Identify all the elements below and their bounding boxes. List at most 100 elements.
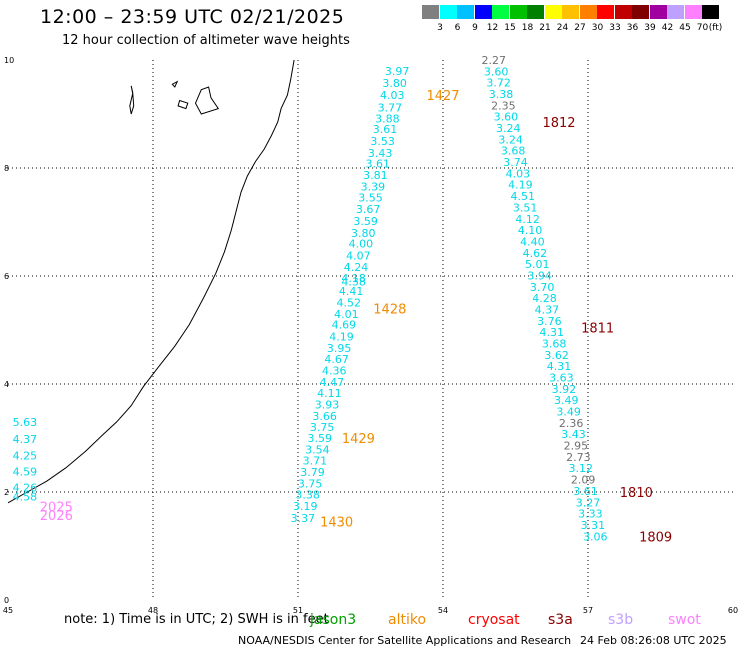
island-outline: [171, 80, 179, 88]
satellite-label-jason3: jason3: [310, 612, 357, 628]
wave-height-value: 4.24: [344, 261, 369, 274]
wave-height-value: 3.19: [293, 500, 318, 513]
wave-height-value: 3.55: [358, 192, 383, 205]
wave-height-value: 4.28: [532, 292, 557, 305]
footer-credit: NOAA/NESDIS Center for Satellite Applica…: [238, 634, 572, 647]
legend-label: 3: [437, 23, 443, 33]
wave-height-value: 5.63: [13, 416, 38, 429]
wave-height-value: 3.68: [542, 338, 567, 351]
legend-swatch: [457, 5, 474, 19]
wave-height-value: 3.79: [300, 466, 325, 479]
wave-height-value: 3.81: [363, 169, 388, 182]
wave-height-value: 3.77: [378, 102, 403, 115]
legend-unit: (ft): [708, 23, 723, 33]
wave-height-value: 4.38: [341, 275, 366, 288]
wave-height-value: 3.76: [537, 315, 562, 328]
legend-swatch: [632, 5, 649, 19]
wave-height-value: 3.61: [573, 485, 598, 498]
wave-height-value: 4.00: [349, 238, 374, 251]
wave-height-value: 2.27: [482, 54, 507, 67]
legend-label: 33: [609, 23, 621, 33]
legend-label: 27: [574, 23, 586, 33]
wave-height-value: 3.80: [382, 77, 407, 90]
wave-height-value: 3.67: [356, 203, 381, 216]
legend-swatch: [562, 5, 579, 19]
pass-time-label: 1809: [639, 530, 672, 545]
wave-height-value: 4.07: [346, 249, 371, 262]
wave-height-value: 4.03: [506, 167, 531, 180]
wave-height-value: 3.74: [503, 156, 528, 169]
wave-height-value: 3.60: [484, 65, 509, 78]
pass-time-label: 1429: [342, 432, 375, 447]
y-tick-label: 2: [4, 488, 9, 497]
legend-label: 6: [454, 23, 461, 33]
wave-height-value: 3.94: [527, 269, 552, 282]
y-tick-label: 8: [4, 164, 9, 173]
satellite-label-swot: swot: [668, 612, 701, 628]
wave-height-value: 4.67: [324, 353, 349, 366]
wave-height-value: 4.37: [535, 303, 560, 316]
y-tick-label: 0: [4, 596, 9, 605]
wave-height-value: 4.19: [508, 179, 533, 192]
legend-label: 24: [556, 23, 569, 33]
legend-label: 18: [521, 23, 534, 33]
wave-height-value: 3.33: [578, 508, 603, 521]
legend-label: 42: [661, 23, 674, 33]
y-tick-label: 10: [4, 56, 14, 65]
wave-height-value: 3.75: [310, 421, 335, 434]
wave-height-value: 5.01: [525, 258, 550, 271]
wave-height-value: 3.68: [501, 145, 526, 158]
wave-height-value: 3.92: [552, 383, 577, 396]
legend-label: 30: [591, 23, 604, 33]
wave-height-value: 3.80: [351, 227, 376, 240]
wave-height-value: 4.01: [334, 308, 359, 321]
wave-height-value: 4.69: [332, 319, 357, 332]
pass-time-label: 1812: [542, 116, 575, 131]
legend-label: 21: [539, 23, 551, 33]
y-tick-label: 4: [4, 380, 9, 389]
pass-time-label: 1810: [620, 486, 653, 501]
wave-height-value: 3.59: [308, 432, 333, 445]
wave-height-value: 4.25: [13, 449, 38, 462]
wave-height-value: 4.40: [520, 235, 545, 248]
pass-time-label: 1428: [373, 302, 406, 317]
wave-height-value: 3.39: [361, 180, 386, 193]
wave-height-value: 3.38: [295, 489, 320, 502]
wave-height-value: 3.62: [544, 349, 569, 362]
wave-height-value: 4.31: [547, 360, 572, 373]
wave-height-value: 3.66: [312, 410, 337, 423]
legend-label: 45: [679, 23, 691, 33]
wave-height-value: 3.49: [556, 406, 581, 419]
wave-height-value: 3.70: [530, 281, 555, 294]
x-tick-label: 51: [293, 606, 303, 615]
wave-height-value: 3.93: [315, 399, 340, 412]
wave-height-value: 3.63: [549, 372, 574, 385]
x-tick-label: 45: [3, 606, 13, 615]
wave-height-value: 4.26: [13, 482, 38, 495]
pass-time-label: 2025: [40, 501, 73, 516]
wave-height-value: 4.52: [337, 296, 362, 309]
wave-height-value: 2.95: [564, 440, 589, 453]
satellite-label-cryosat: cryosat: [468, 612, 520, 628]
island-outline: [194, 86, 220, 115]
wave-height-value: 2.35: [491, 99, 516, 112]
legend-swatch: [702, 5, 719, 19]
wave-height-value: 3.38: [489, 88, 514, 101]
wave-height-value: 3.49: [554, 394, 579, 407]
wave-height-value: 3.24: [498, 133, 523, 146]
wave-height-value: 3.61: [373, 123, 398, 136]
legend-label: 36: [626, 23, 639, 33]
satellite-label-altiko: altiko: [388, 612, 427, 628]
wave-height-value: 3.43: [561, 428, 586, 441]
pass-time-label: 1811: [581, 321, 614, 336]
wave-height-value: 4.47: [320, 376, 345, 389]
wave-height-value: 3.12: [569, 462, 594, 475]
page-subtitle: 12 hour collection of altimeter wave hei…: [62, 33, 350, 48]
island-outline: [177, 99, 189, 110]
island-outline: [129, 85, 135, 115]
wave-height-value: 3.71: [303, 455, 328, 468]
wave-height-value: 2.09: [571, 474, 596, 487]
wave-height-value: 3.97: [385, 65, 410, 78]
wave-height-value: 3.75: [298, 477, 323, 490]
